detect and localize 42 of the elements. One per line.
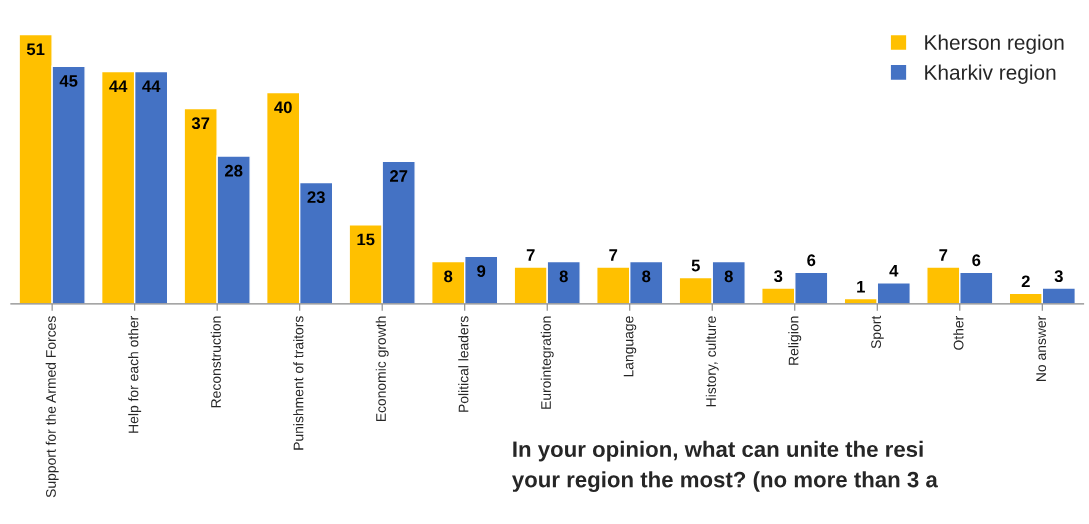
x-tick-label: Political leaders xyxy=(458,316,469,412)
x-tick-label: Help for each other xyxy=(128,315,142,433)
data-label: 1 xyxy=(857,280,865,293)
data-label: 7 xyxy=(526,249,535,261)
data-label: 45 xyxy=(59,75,78,87)
x-tick-label: Support for the Armed Forces xyxy=(45,316,59,498)
data-label: 6 xyxy=(807,254,816,267)
data-label: 8 xyxy=(559,270,568,283)
data-label: 8 xyxy=(444,270,453,283)
x-tick-label: Eurointegration xyxy=(540,316,554,409)
x-tick-label: No answer xyxy=(1036,315,1047,381)
data-label: 3 xyxy=(1054,270,1063,283)
legend-label: Kharkiv region xyxy=(925,64,1056,84)
data-label: 2 xyxy=(1021,275,1030,288)
data-label: 27 xyxy=(390,170,408,182)
data-label: 8 xyxy=(642,270,651,283)
data-label: 6 xyxy=(972,254,981,267)
data-label: 44 xyxy=(109,80,128,92)
data-label: 8 xyxy=(724,270,733,283)
text: In your opinion, what can unite the resi your region the most? (no more than 3 a xyxy=(512,440,938,492)
data-label: 23 xyxy=(307,191,325,204)
data-label: 37 xyxy=(191,117,210,130)
data-label: 28 xyxy=(224,164,243,177)
data-label: 7 xyxy=(939,249,948,261)
data-label: 5 xyxy=(691,259,700,272)
x-tick-label: Sport xyxy=(871,315,884,349)
data-label: 7 xyxy=(609,249,618,261)
data-label: 9 xyxy=(477,265,486,277)
x-tick-label: Punishment of traitors xyxy=(293,316,304,450)
x-tick-label: Reconstruction xyxy=(210,316,221,408)
x-tick-label: Language xyxy=(623,316,637,377)
x-tick-label: Other xyxy=(953,315,964,350)
legend-label: Kherson region xyxy=(925,34,1064,54)
data-label: 40 xyxy=(274,101,292,114)
data-label: 51 xyxy=(26,43,45,56)
x-tick-label: History, culture xyxy=(705,316,719,407)
x-tick-label: Economic growth xyxy=(375,316,389,422)
x-tick-label: Religion xyxy=(788,316,802,365)
data-label: 44 xyxy=(142,80,161,92)
data-label: 15 xyxy=(357,233,375,246)
data-label: 3 xyxy=(774,270,783,283)
data-label: 4 xyxy=(889,265,899,277)
